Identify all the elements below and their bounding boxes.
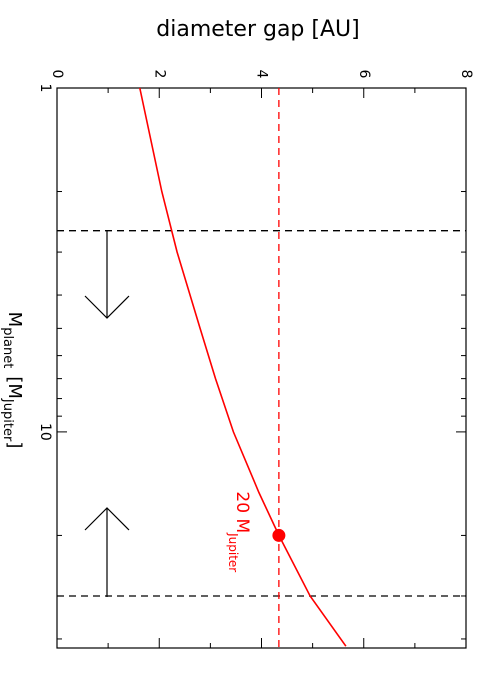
marker [272,528,286,542]
curve [139,87,347,647]
x-axis-label: Mplanet [MJupiter] [1,312,26,449]
x-tick-label: 10 [37,423,53,441]
annotation-part: 20 M [232,491,252,533]
y-tick-label: 2 [151,70,167,79]
label-part: [M [4,376,25,399]
y-tick-label: 0 [49,70,65,79]
label-part: ] [4,441,25,448]
label-part: M [4,312,25,328]
plot-frame [56,87,467,649]
annotation-part: Jupiter [226,532,240,572]
arrows [84,230,130,597]
x-tick-label: 1 [37,84,53,93]
label-part: Jupiter [1,398,16,442]
annotation: 20 MJupiter [226,491,252,572]
label-part: planet [1,327,16,368]
y-tick-label: 8 [458,70,474,79]
y-tick-label: 4 [254,70,270,79]
chart-title: diameter gap [AU] [156,17,359,42]
y-tick-label: 6 [356,70,372,79]
